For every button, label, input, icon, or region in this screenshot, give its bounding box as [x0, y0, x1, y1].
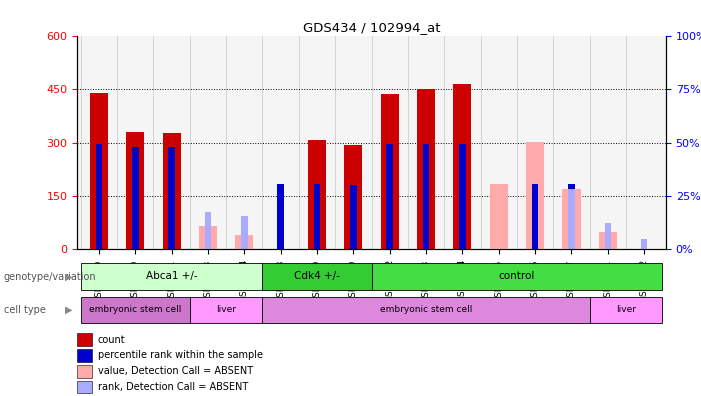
Bar: [569, 184, 575, 249]
Text: liver: liver: [616, 305, 636, 314]
Bar: [381, 94, 399, 249]
Bar: [599, 232, 617, 249]
Bar: [454, 84, 472, 249]
Bar: [77, 333, 92, 346]
Bar: [205, 212, 211, 249]
Bar: [90, 93, 108, 249]
Bar: [278, 184, 284, 249]
Text: Abca1 +/-: Abca1 +/-: [146, 270, 198, 281]
Bar: [126, 132, 144, 249]
Bar: [532, 184, 538, 249]
Bar: [199, 226, 217, 249]
Bar: [81, 263, 262, 289]
Bar: [190, 297, 262, 323]
Text: control: control: [498, 270, 535, 281]
Bar: [350, 185, 357, 249]
Bar: [459, 144, 465, 249]
Bar: [569, 189, 575, 249]
Bar: [163, 133, 181, 249]
Text: liver: liver: [216, 305, 236, 314]
Text: embryonic stem cell: embryonic stem cell: [89, 305, 182, 314]
Text: rank, Detection Call = ABSENT: rank, Detection Call = ABSENT: [97, 382, 248, 392]
Text: cell type: cell type: [4, 305, 46, 315]
Text: genotype/variation: genotype/variation: [4, 272, 96, 282]
Bar: [77, 349, 92, 362]
Bar: [314, 184, 320, 249]
Bar: [417, 89, 435, 249]
Text: count: count: [97, 335, 125, 345]
Bar: [95, 144, 102, 249]
Bar: [241, 215, 247, 249]
Bar: [132, 147, 139, 249]
Bar: [526, 142, 544, 249]
Bar: [372, 263, 662, 289]
Title: GDS434 / 102994_at: GDS434 / 102994_at: [303, 21, 440, 34]
Text: embryonic stem cell: embryonic stem cell: [380, 305, 472, 314]
Bar: [262, 263, 372, 289]
Bar: [490, 184, 508, 249]
Bar: [344, 145, 362, 249]
Bar: [77, 381, 92, 394]
Bar: [641, 239, 648, 249]
Bar: [262, 297, 590, 323]
Text: value, Detection Call = ABSENT: value, Detection Call = ABSENT: [97, 366, 253, 376]
Text: ▶: ▶: [65, 305, 73, 315]
Bar: [590, 297, 662, 323]
Bar: [604, 223, 611, 249]
Bar: [423, 144, 429, 249]
Bar: [168, 147, 175, 249]
Bar: [308, 140, 326, 249]
Text: ▶: ▶: [65, 272, 73, 282]
Text: Cdk4 +/-: Cdk4 +/-: [294, 270, 340, 281]
Text: percentile rank within the sample: percentile rank within the sample: [97, 350, 263, 360]
Bar: [81, 297, 190, 323]
Bar: [77, 365, 92, 378]
Bar: [386, 144, 393, 249]
Bar: [562, 189, 580, 249]
Bar: [236, 235, 253, 249]
